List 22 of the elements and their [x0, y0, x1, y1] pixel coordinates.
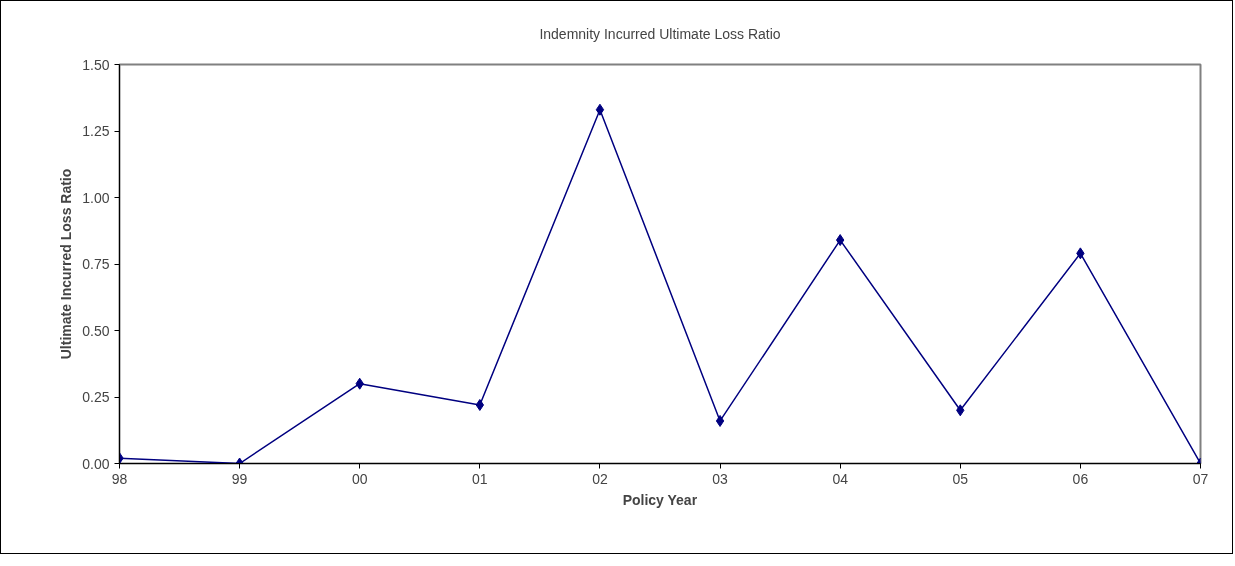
- y-tick-label: 1.25: [82, 123, 110, 139]
- x-axis-title: Policy Year: [622, 491, 698, 508]
- x-tick-label: 99: [231, 470, 248, 487]
- x-tick-label: 00: [351, 470, 368, 487]
- x-tick-label: 06: [1072, 470, 1089, 487]
- y-axis-title: Ultimate Incurred Loss Ratio: [58, 168, 75, 360]
- y-tick-label: 0.00: [82, 455, 110, 472]
- x-tick-label: 05: [952, 470, 969, 487]
- x-tick-label: 02: [592, 470, 608, 487]
- y-tick-label: 0.75: [82, 256, 110, 272]
- y-tick-label: 0.25: [82, 389, 110, 405]
- y-tick-label: 0.50: [82, 322, 110, 339]
- y-tick-label: 1.00: [82, 189, 110, 206]
- chart-title: Indemnity Incurred Ultimate Loss Ratio: [539, 26, 781, 42]
- x-tick-label: 04: [832, 470, 849, 487]
- x-tick-label: 01: [472, 470, 488, 487]
- point: [595, 103, 605, 116]
- y-tick-label: 1.50: [82, 56, 110, 73]
- x-tick-label: 07: [1192, 470, 1209, 487]
- x-tick-label: 98: [111, 470, 128, 487]
- x-tick-label: 03: [712, 470, 729, 487]
- point: [715, 414, 725, 427]
